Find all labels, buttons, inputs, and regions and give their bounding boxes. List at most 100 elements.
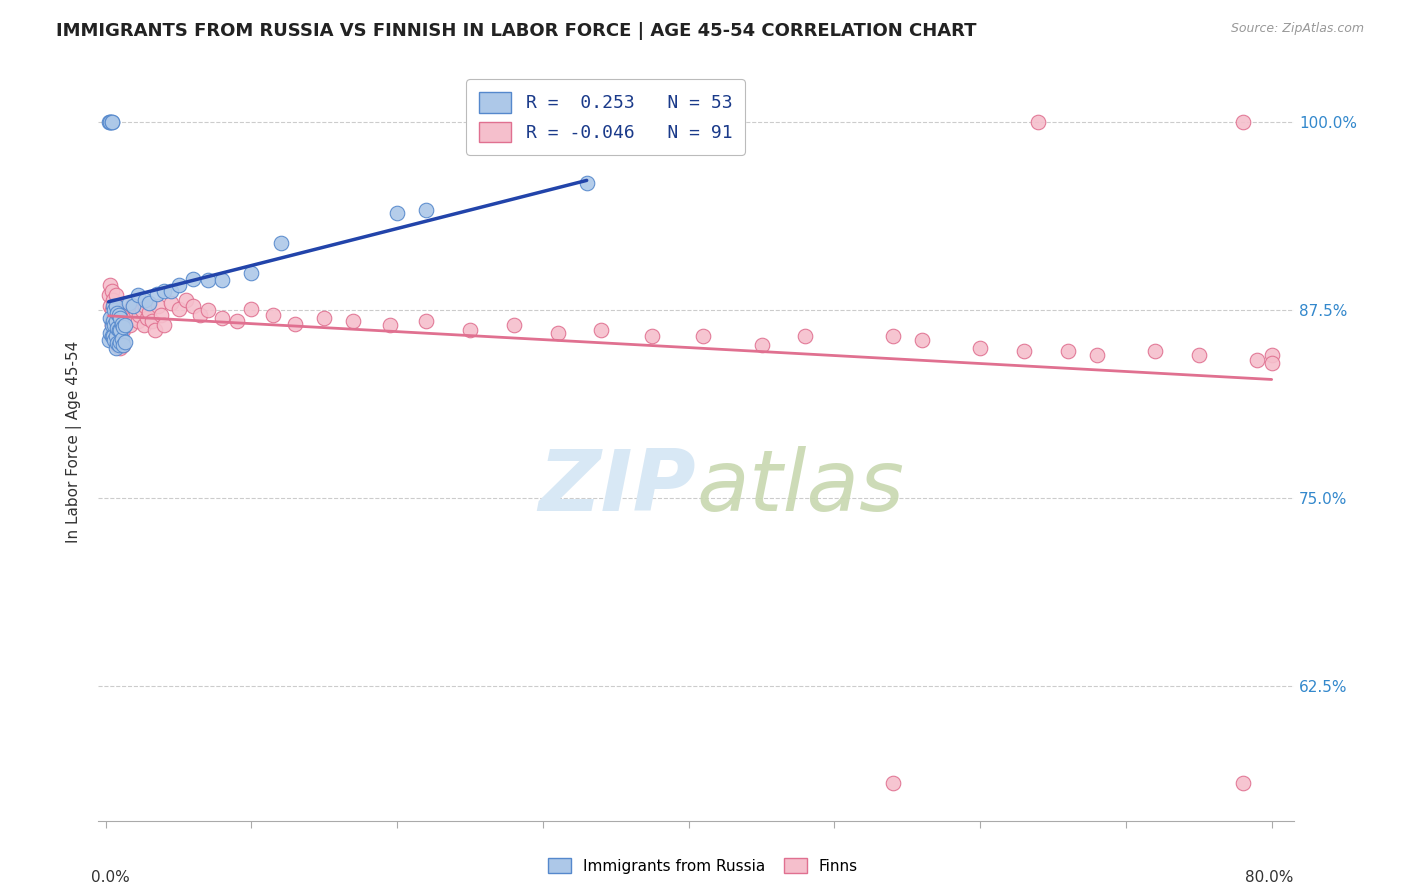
Point — [378, 318, 401, 333]
Point — [105, 308, 128, 322]
Point — [112, 319, 135, 334]
Point — [969, 341, 991, 355]
Point — [197, 303, 219, 318]
Point — [882, 328, 904, 343]
Point — [143, 323, 166, 337]
Point — [1188, 348, 1211, 362]
Point — [103, 299, 125, 313]
Point — [882, 776, 904, 790]
Point — [110, 310, 132, 325]
Point — [108, 323, 131, 337]
Point — [104, 303, 127, 318]
Point — [415, 202, 437, 217]
Point — [97, 333, 120, 347]
Point — [103, 318, 125, 333]
Point — [104, 299, 127, 313]
Point — [692, 328, 714, 343]
Point — [153, 318, 176, 333]
Point — [112, 337, 135, 351]
Point — [125, 304, 148, 318]
Point — [240, 266, 263, 280]
Point — [1246, 352, 1268, 367]
Point — [98, 299, 121, 313]
Point — [1232, 115, 1254, 129]
Point — [101, 314, 124, 328]
Point — [100, 328, 122, 343]
Point — [111, 319, 134, 334]
Point — [111, 334, 134, 349]
Point — [751, 337, 773, 351]
Point — [114, 318, 136, 333]
Point — [160, 295, 183, 310]
Point — [138, 304, 160, 318]
Point — [458, 323, 481, 337]
Point — [105, 323, 128, 337]
Point — [122, 299, 145, 313]
Point — [122, 310, 145, 325]
Point — [110, 326, 132, 340]
Point — [104, 318, 127, 333]
Point — [131, 303, 153, 318]
Point — [150, 308, 173, 322]
Point — [1056, 343, 1078, 358]
Point — [148, 299, 170, 313]
Point — [120, 318, 142, 333]
Point — [100, 284, 122, 298]
Point — [127, 314, 149, 328]
Point — [97, 115, 120, 129]
Point — [105, 306, 128, 320]
Text: 80.0%: 80.0% — [1246, 870, 1294, 885]
Point — [211, 310, 233, 325]
Point — [100, 318, 122, 333]
Point — [153, 284, 176, 298]
Point — [100, 115, 122, 129]
Point — [145, 286, 167, 301]
Point — [385, 205, 409, 219]
Legend: Immigrants from Russia, Finns: Immigrants from Russia, Finns — [541, 852, 865, 880]
Point — [103, 333, 125, 347]
Point — [1260, 356, 1282, 370]
Point — [128, 308, 150, 322]
Point — [270, 235, 292, 250]
Point — [100, 115, 122, 129]
Point — [112, 323, 135, 337]
Y-axis label: In Labor Force | Age 45-54: In Labor Force | Age 45-54 — [66, 341, 83, 542]
Point — [167, 277, 190, 292]
Point — [225, 314, 247, 328]
Point — [101, 328, 124, 343]
Point — [101, 328, 124, 343]
Point — [134, 299, 156, 313]
Point — [104, 328, 127, 343]
Point — [110, 310, 132, 325]
Point — [547, 326, 569, 340]
Text: Source: ZipAtlas.com: Source: ZipAtlas.com — [1230, 22, 1364, 36]
Point — [1028, 115, 1050, 129]
Point — [103, 314, 125, 328]
Point — [794, 328, 817, 343]
Point — [502, 318, 524, 333]
Point — [1012, 343, 1035, 358]
Point — [1232, 776, 1254, 790]
Point — [181, 299, 204, 313]
Point — [342, 314, 364, 328]
Point — [132, 318, 155, 333]
Point — [1260, 348, 1282, 362]
Point — [104, 314, 127, 328]
Point — [108, 323, 131, 337]
Point — [262, 308, 284, 322]
Point — [98, 326, 121, 340]
Point — [591, 323, 613, 337]
Point — [1085, 348, 1108, 362]
Point — [240, 301, 263, 316]
Point — [104, 288, 127, 302]
Point — [111, 332, 134, 346]
Point — [314, 310, 336, 325]
Point — [114, 334, 136, 349]
Point — [108, 334, 131, 349]
Point — [98, 310, 121, 325]
Point — [108, 337, 131, 351]
Point — [575, 176, 598, 190]
Point — [105, 321, 128, 335]
Point — [197, 273, 219, 287]
Point — [111, 317, 134, 331]
